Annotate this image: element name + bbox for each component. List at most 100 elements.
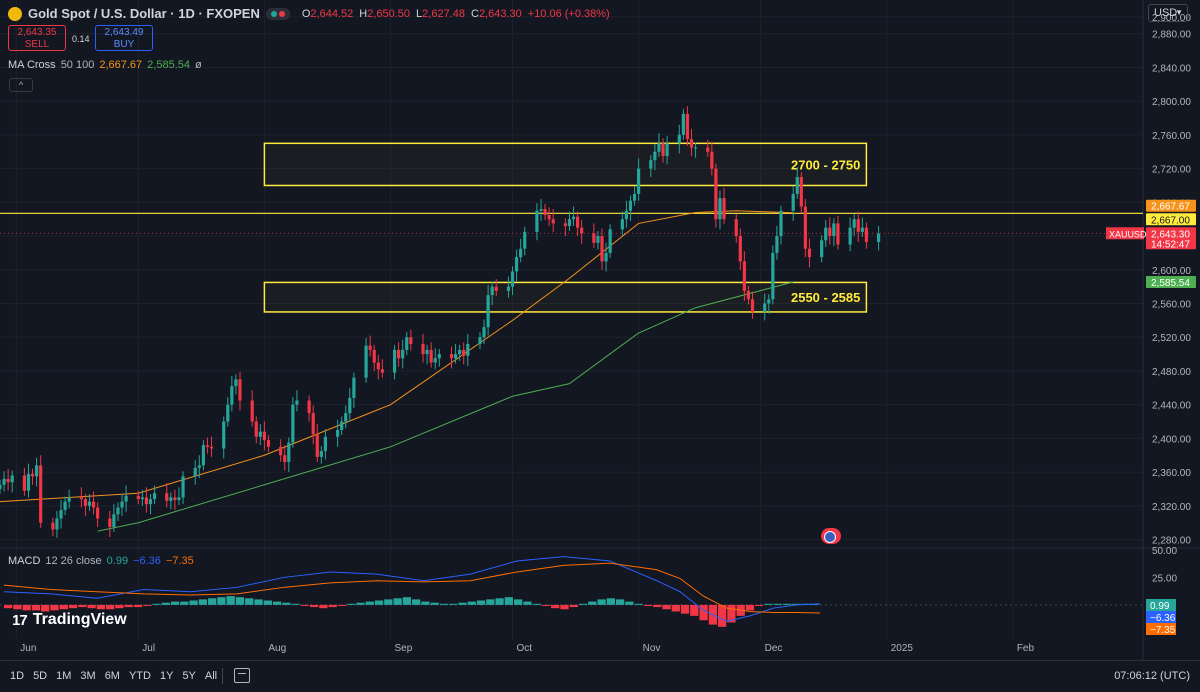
calendar-icon[interactable] [234, 668, 250, 683]
y-tick-label: 2,320.00 [1152, 502, 1191, 513]
candle-body [433, 358, 437, 363]
us-flag-event-icon[interactable] [821, 528, 841, 544]
macd-bar [625, 601, 634, 605]
range-button-1d[interactable]: 1D [10, 670, 25, 682]
candle-body [262, 431, 266, 441]
macd-value-label: −6.36 [1150, 613, 1176, 624]
candle-body [600, 236, 604, 262]
candle-body [120, 501, 124, 508]
candle-body [738, 236, 742, 262]
x-tick-label: Feb [1017, 643, 1035, 654]
symbol-tag-label: XAUUSD [1109, 229, 1147, 239]
candle-body [6, 478, 10, 483]
buy-price: 2,643.49 [104, 27, 144, 38]
ma-cross-legend[interactable]: MA Cross 50 100 2,667.67 2,585.54 ø [8, 59, 202, 71]
candle-body [250, 400, 254, 422]
macd-bar [356, 602, 365, 605]
y-tick-label: 2,720.00 [1152, 165, 1191, 176]
candle-body [177, 497, 181, 500]
candle-body [795, 177, 799, 194]
candle-body [409, 337, 413, 344]
range-button-1y[interactable]: 1Y [159, 670, 174, 682]
candle-body [506, 286, 511, 291]
macd-bar [115, 604, 124, 609]
bottom-toolbar: 1D 5D 1M 3M 6M YTD 1Y 5Y All 07:06:12 (UTC) [0, 660, 1200, 692]
candle-body [775, 236, 779, 253]
macd-bar [495, 598, 504, 605]
macd-bar [374, 600, 384, 605]
candle-body [722, 198, 726, 220]
macd-value-tag [1146, 599, 1176, 611]
macd-bar [235, 597, 245, 605]
signal-line [3, 562, 821, 614]
buy-button[interactable]: 2,643.49 BUY [95, 25, 153, 51]
clock[interactable]: 07:06:12 (UTC) [1114, 670, 1190, 682]
macd-legend[interactable]: MACD 12 26 close 0.99 −6.36 −7.35 [8, 555, 194, 567]
macd-bar [50, 604, 59, 611]
market-status-icon[interactable] [265, 7, 290, 20]
y-tick-label: 2,760.00 [1152, 131, 1191, 142]
candle-body [10, 475, 14, 483]
macd-legend-params: 12 26 close [45, 555, 102, 567]
candle-body [742, 261, 746, 291]
candle-body [803, 206, 807, 249]
macd-bar [189, 600, 198, 605]
candle-body [405, 337, 409, 350]
candle-body [340, 421, 344, 430]
chevron-up-icon[interactable]: ^ [9, 78, 33, 92]
sell-label: SELL [24, 39, 50, 50]
candle-body [478, 337, 482, 344]
candle-body [0, 484, 2, 489]
candle-body [596, 236, 600, 243]
tradingview-logo[interactable]: 17 TradingView [12, 611, 127, 629]
y-tick-label: 2,840.00 [1152, 63, 1191, 74]
candle-body [283, 455, 287, 463]
buy-label: BUY [113, 39, 135, 50]
candle-body [209, 446, 214, 449]
countdown-label: 14:52:47 [1151, 239, 1190, 250]
price-tag [1146, 213, 1196, 226]
candle-body [295, 400, 299, 405]
y-tick-label: 2,480.00 [1152, 367, 1191, 378]
macd-bar [773, 603, 782, 605]
ohlc-values: O2,644.52 H2,650.50 L2,627.48 C2,643.30 +10.… [302, 8, 610, 20]
range-button-all[interactable]: All [204, 670, 218, 682]
symbol-title[interactable]: Gold Spot / U.S. Dollar · 1D · FXOPEN [28, 6, 260, 21]
candle-body [372, 349, 376, 363]
range-button-ytd[interactable]: YTD [128, 670, 151, 682]
sell-button[interactable]: 2,643.35 SELL [8, 25, 66, 51]
macd-legend-name: MACD [8, 555, 41, 567]
candle-body [860, 227, 864, 232]
candle-body [657, 143, 661, 152]
macd-bar [690, 604, 699, 616]
zone-label: 2700 - 2750 [791, 157, 860, 172]
macd-bar [124, 604, 133, 608]
ohlc-item: O2,644.52 [301, 7, 354, 20]
ma-legend-value-50: 2,667.67 [99, 59, 143, 71]
chevron-down-icon: ▼ [1175, 8, 1183, 17]
macd-bar [458, 602, 467, 605]
range-button-1m[interactable]: 1M [56, 670, 72, 682]
candle-body [763, 303, 767, 312]
candle-body [39, 465, 43, 523]
candle-body [234, 379, 238, 387]
range-button-6m[interactable]: 6M [104, 670, 120, 682]
candle-body [55, 518, 59, 530]
range-button-5y[interactable]: 5Y [182, 670, 196, 682]
range-button-3m[interactable]: 3M [80, 670, 96, 682]
candle-body [734, 219, 738, 237]
candle-body [83, 499, 88, 506]
candle-body [287, 442, 291, 463]
range-button-5d[interactable]: 5D [33, 670, 48, 682]
ma-legend-value-100: 2,585.54 [147, 59, 190, 71]
spread-value: 0.14 [72, 34, 90, 44]
candle-body [67, 497, 71, 502]
macd-bar [449, 603, 458, 605]
candle-body [380, 369, 384, 373]
macd-bar [41, 604, 50, 612]
candle-body [96, 507, 100, 519]
zone-box [263, 142, 868, 187]
currency-selector[interactable]: USD ▼ [1148, 4, 1188, 22]
candle-body [836, 223, 840, 245]
